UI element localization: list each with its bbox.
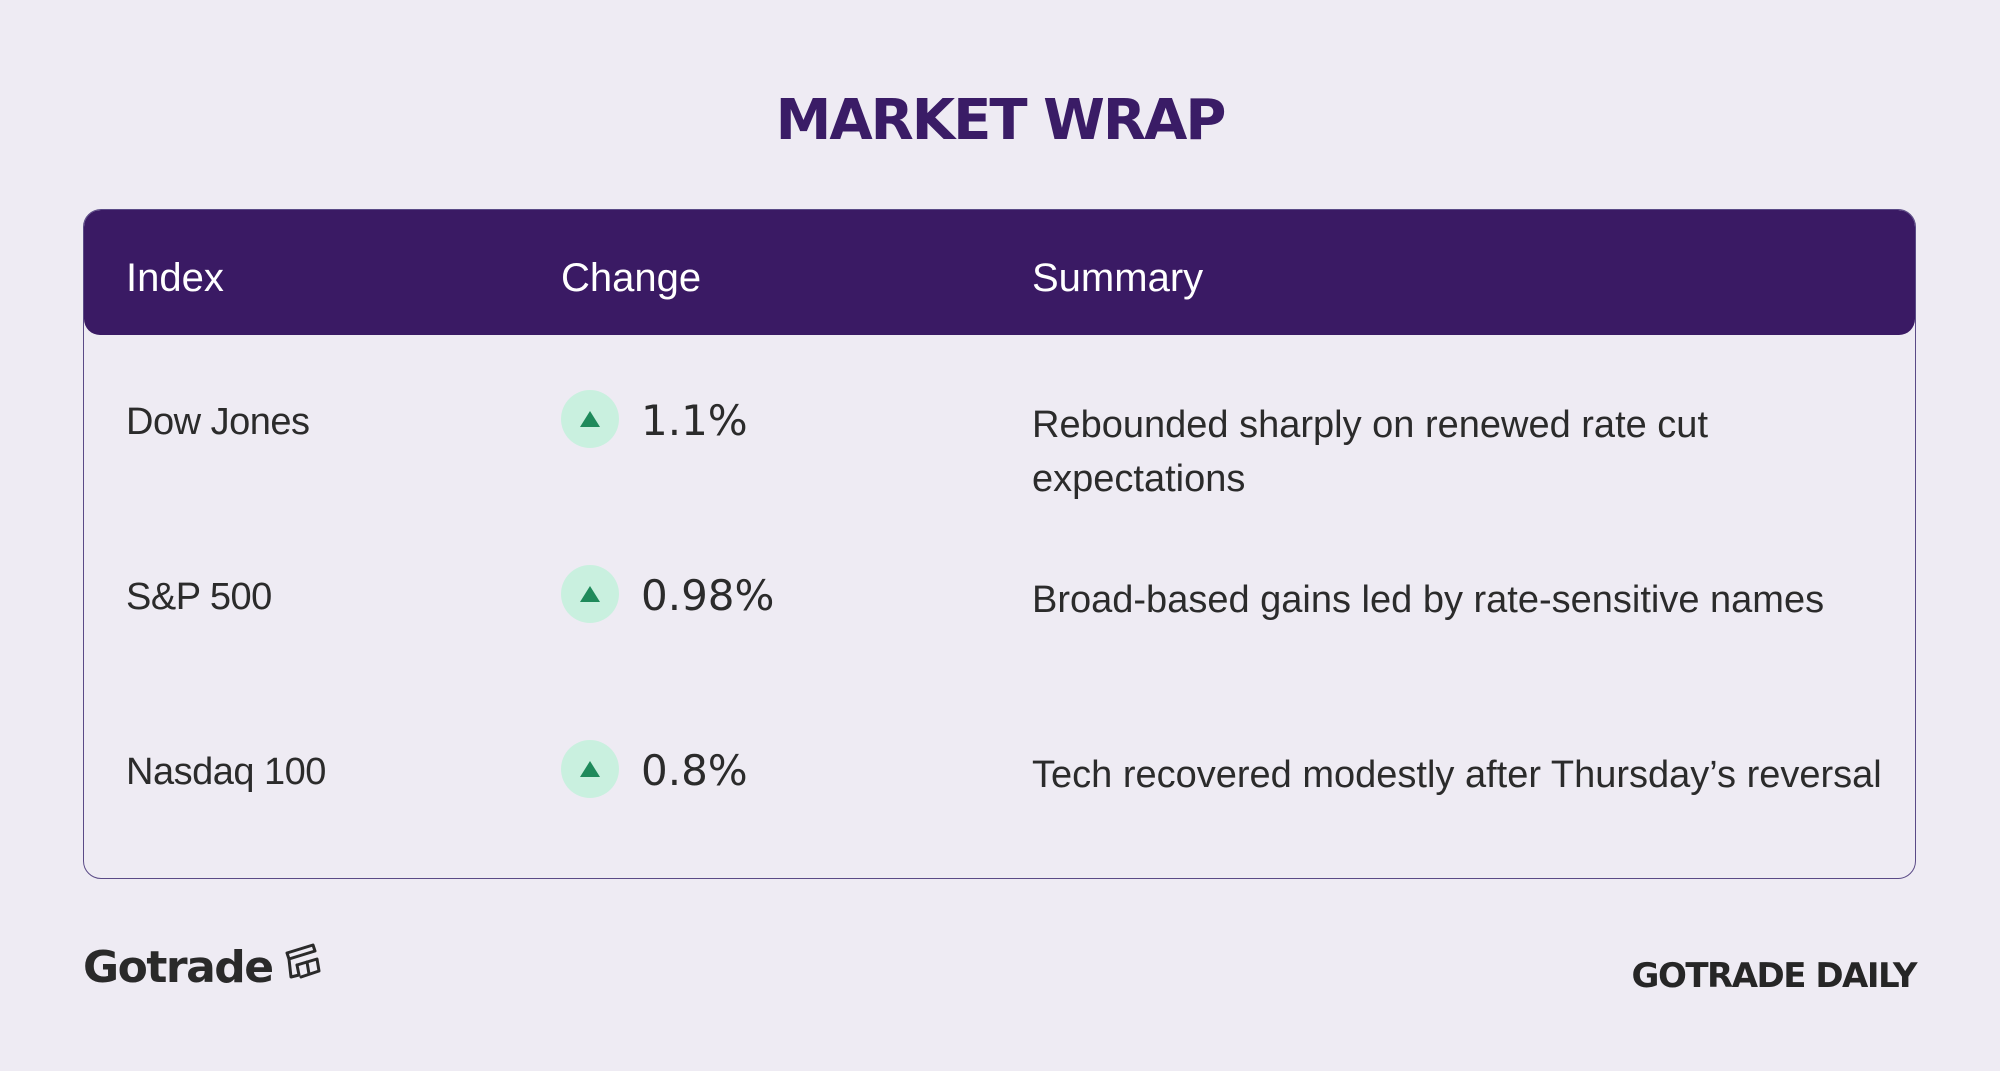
publication-name: GOTRADE DAILY [1631, 956, 1918, 996]
table-row: Dow Jones 1.1% Rebounded sharply on rene… [84, 335, 1915, 510]
index-name: Dow Jones [126, 401, 310, 443]
index-name: S&P 500 [126, 576, 272, 618]
up-arrow-icon [561, 390, 619, 448]
table-header: Index Change Summary [84, 210, 1915, 335]
summary-text: Broad-based gains led by rate-sensitive … [1032, 579, 1825, 621]
brand-name: Gotrade [83, 942, 274, 993]
header-change: Change [561, 256, 702, 300]
header-summary: Summary [1032, 256, 1204, 300]
up-arrow-icon [561, 565, 619, 623]
gotrade-logo-icon [283, 941, 325, 988]
index-name: Nasdaq 100 [126, 751, 326, 793]
change-value: 0.8% [641, 746, 748, 795]
change-cell: 1.1% [561, 389, 748, 449]
change-cell: 0.98% [561, 564, 774, 624]
summary-text: Rebounded sharply on renewed rate cut ex… [1032, 404, 1709, 500]
up-arrow-icon [561, 740, 619, 798]
change-value: 0.98% [641, 571, 775, 620]
market-wrap-table: Index Change Summary Dow Jones 1.1% Rebo… [83, 209, 1916, 879]
gotrade-brand: Gotrade [83, 942, 325, 994]
header-index: Index [126, 256, 224, 300]
table-row: S&P 500 0.98% Broad-based gains led by r… [84, 510, 1915, 685]
summary-text: Tech recovered modestly after Thursday’s… [1032, 754, 1882, 796]
change-cell: 0.8% [561, 739, 748, 799]
change-value: 1.1% [641, 396, 748, 445]
table-row: Nasdaq 100 0.8% Tech recovered modestly … [84, 685, 1915, 860]
page-title: MARKET WRAP [775, 88, 1227, 153]
